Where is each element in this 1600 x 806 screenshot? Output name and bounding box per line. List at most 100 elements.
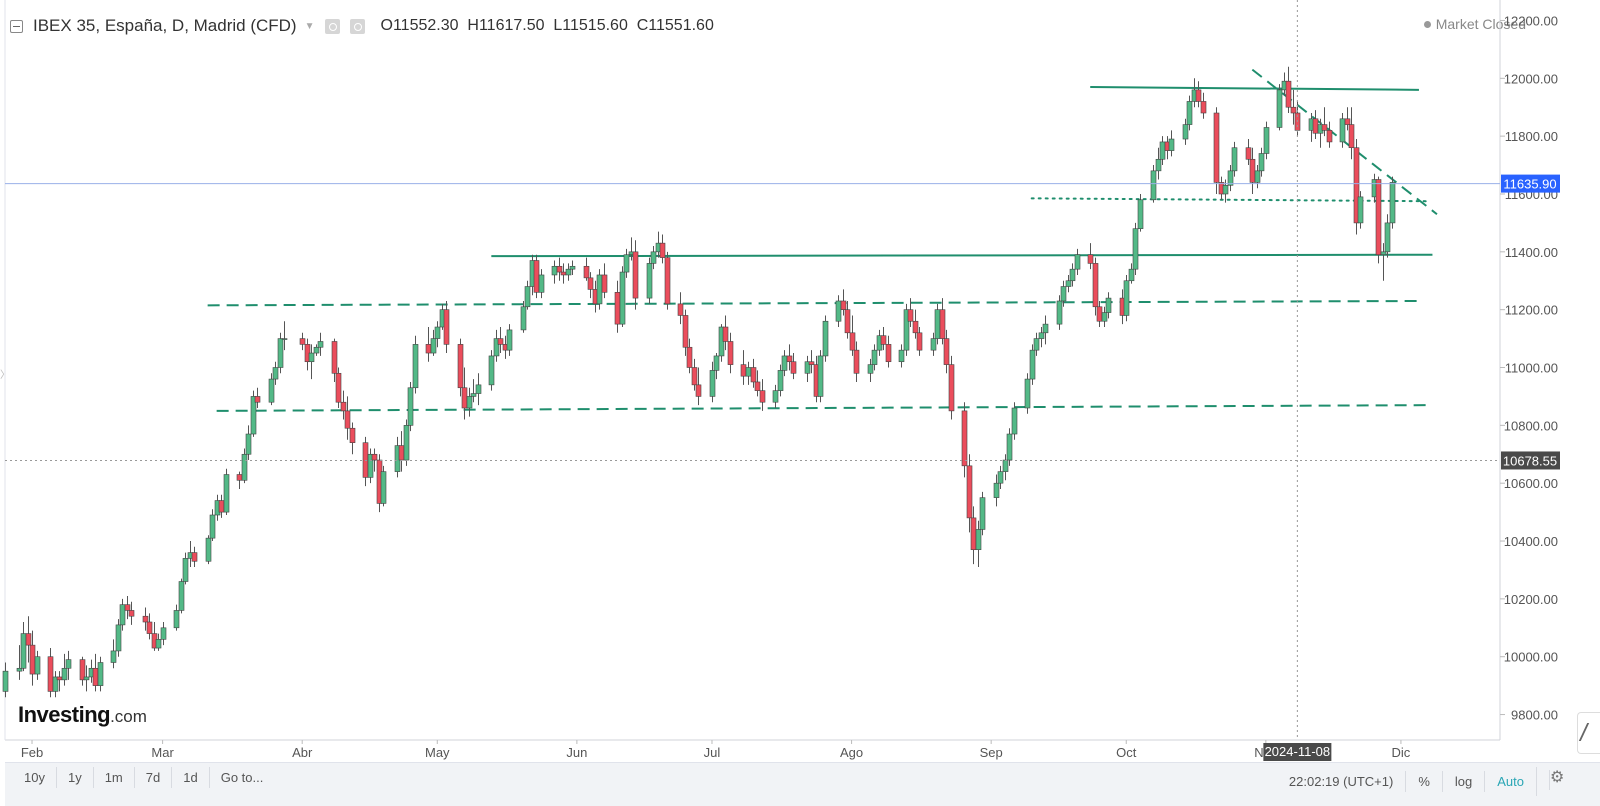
candle	[867, 358, 874, 382]
candle-body	[493, 338, 500, 357]
candle	[497, 327, 504, 354]
candle	[979, 491, 986, 536]
log-scale-button[interactable]: log	[1441, 771, 1484, 792]
candle	[686, 338, 693, 374]
trend-line-dotted	[1030, 197, 1429, 203]
candle	[362, 436, 369, 487]
candle	[344, 396, 351, 440]
candle-body	[142, 615, 149, 623]
range-1y-button[interactable]: 1y	[57, 767, 94, 788]
candle-body	[1038, 332, 1045, 339]
candle	[1348, 107, 1355, 160]
candle	[403, 419, 410, 466]
clock-readout: 22:02:19 (UTC+1)	[1288, 774, 1394, 789]
eye-icon[interactable]	[324, 18, 340, 34]
candle-body	[1024, 378, 1031, 409]
investing-logo: Investing.com	[18, 702, 147, 728]
candle	[903, 303, 910, 356]
candle	[61, 653, 68, 686]
candle-body	[155, 639, 162, 649]
candle-body	[1002, 459, 1009, 472]
time-tick-label: Dic	[1392, 745, 1411, 760]
candle	[871, 344, 878, 371]
candle	[682, 309, 689, 356]
candle	[52, 671, 59, 698]
candle-body	[722, 326, 729, 342]
candle-body	[47, 656, 54, 692]
candle-body	[344, 410, 351, 429]
candle	[146, 613, 153, 640]
candle	[849, 315, 856, 356]
time-tick-label: May	[425, 745, 450, 760]
time-tick-label: Sep	[980, 745, 1003, 760]
candle	[533, 254, 540, 299]
range-1d-button[interactable]: 1d	[172, 767, 210, 788]
chevron-down-icon[interactable]: ▼	[304, 20, 315, 32]
candle-body	[506, 329, 513, 351]
crosshair-date-label: 2024-11-08	[1265, 744, 1331, 759]
candle-body	[277, 338, 284, 368]
candle-body	[1137, 199, 1144, 229]
candle	[1186, 95, 1193, 131]
candle	[750, 358, 757, 388]
candle	[407, 381, 414, 432]
candle-body	[1186, 101, 1193, 125]
candle-body	[1312, 118, 1319, 134]
candle-body	[1069, 268, 1076, 282]
candle-body	[2, 670, 9, 692]
settings-icon[interactable]	[349, 18, 365, 34]
candle	[781, 350, 788, 377]
trend-line-solid	[1090, 85, 1419, 91]
candle	[1384, 214, 1391, 258]
symbol-title[interactable]: IBEX 35, España, D, Madrid (CFD)	[33, 16, 297, 35]
percent-scale-button[interactable]: %	[1405, 771, 1442, 792]
price-tick-label: 12000.00	[1504, 71, 1558, 86]
candle-body	[218, 500, 225, 513]
high-label: H	[467, 17, 479, 34]
candle	[308, 344, 315, 380]
candle	[961, 402, 968, 478]
goto-button[interactable]: Go to...	[220, 770, 264, 785]
candle-body	[569, 265, 576, 270]
candle	[804, 355, 811, 382]
candle	[1029, 344, 1036, 385]
candle-body	[849, 332, 856, 351]
candle	[1087, 243, 1094, 270]
range-7d-button[interactable]: 7d	[135, 767, 173, 788]
candle-body	[1353, 147, 1360, 224]
candle	[1011, 402, 1018, 440]
candle-body	[20, 633, 27, 669]
candle	[1213, 107, 1220, 194]
candle	[1353, 139, 1360, 235]
candle	[898, 344, 905, 368]
candle-body	[740, 364, 747, 377]
candle	[664, 251, 671, 310]
candle	[569, 260, 576, 275]
candle	[993, 474, 1000, 507]
candle	[650, 246, 657, 270]
candle-body	[556, 265, 563, 273]
candle-body	[331, 341, 338, 374]
trend-lines	[207, 68, 1438, 412]
left-resize-handle[interactable]: 〉	[0, 370, 10, 381]
drawing-tools-toggle[interactable]	[1577, 712, 1600, 754]
candle-body	[750, 367, 757, 383]
range-1m-button[interactable]: 1m	[94, 767, 135, 788]
crosshair-price-label: 10678.55	[1503, 453, 1557, 468]
settings-button[interactable]	[1536, 767, 1600, 796]
range-10y-button[interactable]: 10y	[13, 767, 57, 788]
candle-body	[430, 338, 437, 354]
collapse-legend-icon[interactable]	[10, 19, 23, 33]
candle	[340, 390, 347, 420]
candle-body	[745, 367, 752, 377]
candle-body	[524, 286, 531, 308]
candle-body	[1213, 112, 1220, 183]
candle	[1056, 295, 1063, 330]
candle	[538, 269, 545, 299]
candle	[281, 321, 288, 351]
candle-body	[52, 676, 59, 692]
candle-body	[250, 396, 257, 435]
candle-body	[1258, 153, 1265, 172]
auto-scale-button[interactable]: Auto	[1484, 771, 1536, 792]
